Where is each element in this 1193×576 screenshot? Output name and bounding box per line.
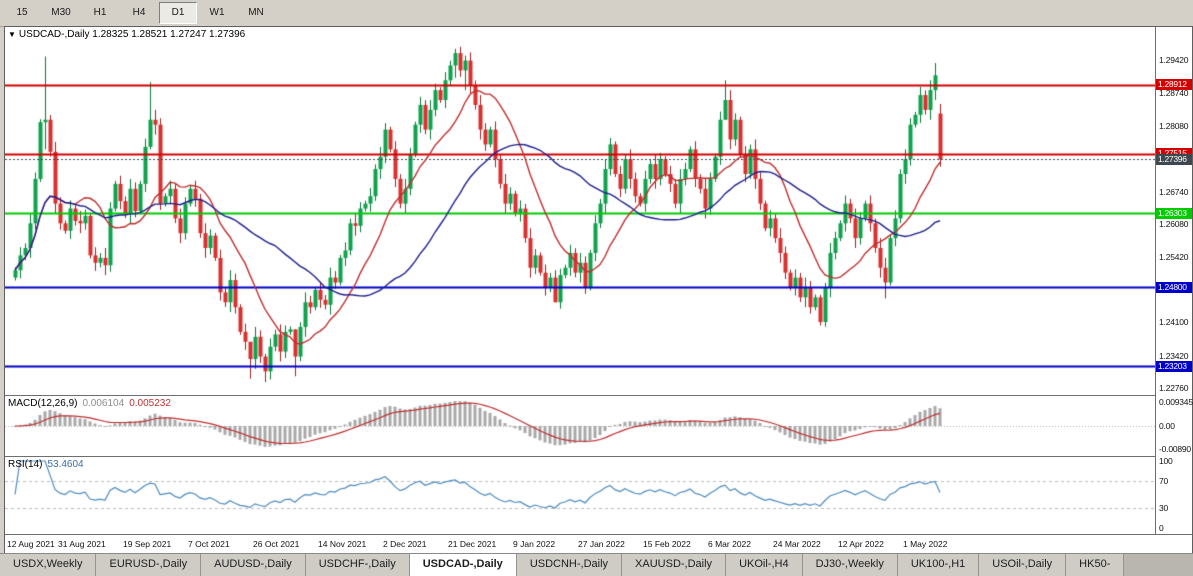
price-tag-resistance-upper[interactable]: 1.28912	[1156, 79, 1192, 91]
rsi-value: 53.4604	[47, 459, 84, 470]
chart-ohlc-values: 1.28325 1.28521 1.27247 1.27396	[92, 29, 246, 40]
price-tag-resistance-lower[interactable]: 1.27515	[1156, 148, 1192, 160]
macd-indicator-panel: MACD(12,26,9) 0.006104 0.005232	[5, 396, 1155, 456]
chart-tab-audusd-daily[interactable]: AUDUSD-,Daily	[201, 554, 306, 576]
macd-canvas[interactable]	[5, 396, 1155, 456]
macd-signal-value: 0.005232	[129, 398, 171, 409]
date-label: 6 Mar 2022	[708, 539, 751, 549]
macd-caption: MACD(12,26,9) 0.006104 0.005232	[8, 398, 171, 409]
date-label: 12 Aug 2021	[7, 539, 55, 549]
rsi-canvas[interactable]	[5, 457, 1155, 534]
date-label: 31 Aug 2021	[58, 539, 106, 549]
chart-tab-bar: USDX,Weekly EURUSD-,Daily AUDUSD-,Daily USD…	[0, 553, 1193, 576]
timeframe-button-d1[interactable]: D1	[159, 2, 197, 24]
macd-axis-label: 0.00	[1159, 421, 1175, 431]
price-axis-label: 1.29420	[1159, 54, 1189, 65]
price-axis-label: 1.26740	[1159, 186, 1189, 197]
chart-tab-usoil-daily[interactable]: USOil-,Daily	[979, 554, 1067, 576]
date-label: 24 Mar 2022	[773, 539, 821, 549]
price-tag-support-lower[interactable]: 1.23203	[1156, 360, 1192, 372]
macd-axis-label: 0.009345	[1159, 396, 1193, 407]
date-label: 15 Feb 2022	[643, 539, 691, 549]
chart-tab-ukoil-h4[interactable]: UKOil-,H4	[726, 554, 803, 576]
price-axis-label: 1.24100	[1159, 316, 1189, 327]
rsi-indicator-panel: RSI(14) 53.4604	[5, 457, 1155, 534]
date-label: 7 Oct 2021	[188, 539, 230, 549]
price-chart-panel: ▼ USDCAD-,Daily 1.28325 1.28521 1.27247 1…	[5, 27, 1155, 395]
macd-main-value: 0.006104	[82, 398, 125, 409]
price-axis-label: 1.28740	[1159, 88, 1189, 99]
date-label: 26 Oct 2021	[253, 539, 300, 549]
rsi-axis-label: 30	[1159, 502, 1169, 513]
timeframe-button-h4[interactable]: H4	[132, 7, 146, 18]
date-axis[interactable]: 12 Aug 2021 31 Aug 2021 19 Sep 2021 7 Oct 2…	[5, 534, 1192, 553]
date-label: 2 Dec 2021	[383, 539, 427, 549]
price-axis-label: 1.23420	[1159, 350, 1189, 361]
timeframe-button-h1[interactable]: H1	[93, 7, 107, 18]
chart-tab-usdchf-daily[interactable]: USDCHF-,Daily	[305, 554, 410, 576]
date-label: 14 Nov 2021	[318, 539, 367, 549]
rsi-axis-label: 70	[1159, 476, 1169, 487]
panel-separator[interactable]	[5, 456, 1192, 457]
price-tag-current-price[interactable]: 1.27396	[1156, 153, 1192, 165]
macd-axis-label: -0.00890	[1159, 444, 1191, 455]
date-label: 1 May 2022	[903, 539, 948, 549]
chart-window: ▼ USDCAD-,Daily 1.28325 1.28521 1.27247 1…	[4, 26, 1193, 554]
timeframe-button-15[interactable]: 15	[16, 7, 28, 18]
chart-title: ▼ USDCAD-,Daily 1.28325 1.28521 1.27247 1…	[8, 29, 245, 40]
chart-tab-dj30-weekly[interactable]: DJ30-,Weekly	[802, 554, 898, 576]
macd-label: MACD(12,26,9)	[8, 398, 78, 409]
date-label: 19 Sep 2021	[123, 539, 172, 549]
price-tag-pivot-green[interactable]: 1.26303	[1156, 207, 1192, 219]
price-chart-canvas[interactable]	[5, 27, 1155, 395]
timeframe-button-w1[interactable]: W1	[209, 7, 225, 18]
chart-tab-uk100-h1[interactable]: UK100-,H1	[897, 554, 980, 576]
rsi-caption: RSI(14) 53.4604	[8, 459, 84, 470]
price-axis-label: 1.26080	[1159, 219, 1189, 230]
chart-tab-eurusd-daily[interactable]: EURUSD-,Daily	[96, 554, 202, 576]
date-label: 9 Jan 2022	[513, 539, 556, 549]
price-axis-label: 1.28080	[1159, 120, 1189, 131]
collapse-chart-icon[interactable]: ▼	[8, 30, 16, 39]
chart-tab-xauusd-daily[interactable]: XAUUSD-,Daily	[622, 554, 727, 576]
chart-tab-usdx-weekly[interactable]: USDX,Weekly	[0, 554, 97, 576]
chart-tab-usdcnh-daily[interactable]: USDCNH-,Daily	[516, 554, 623, 576]
date-label: 21 Dec 2021	[448, 539, 497, 549]
date-label: 12 Apr 2022	[838, 539, 884, 549]
price-axis-label: 1.22760	[1159, 383, 1189, 394]
rsi-axis-label: 0	[1159, 523, 1164, 533]
price-axis-label: 1.25420	[1159, 251, 1189, 262]
chart-symbol-label: USDCAD-,Daily	[18, 29, 90, 40]
rsi-label: RSI(14)	[8, 459, 43, 470]
rsi-axis-label: 100	[1159, 456, 1173, 466]
panel-separator[interactable]	[5, 395, 1192, 396]
chart-tab-usdcad-daily[interactable]: USDCAD-,Daily	[409, 554, 517, 576]
chart-tab-hk50[interactable]: HK50-	[1066, 554, 1125, 576]
timeframe-button-m30[interactable]: M30	[51, 7, 71, 18]
timeframe-toolbar: 15 M30 H1 H4 D1 W1 MN	[0, 0, 1193, 27]
price-tag-support-upper[interactable]: 1.24800	[1156, 281, 1192, 293]
date-label: 27 Jan 2022	[578, 539, 625, 549]
timeframe-button-mn[interactable]: MN	[248, 7, 264, 18]
price-axis[interactable]: 1.294201.287401.280801.274201.267401.260…	[1155, 27, 1193, 534]
